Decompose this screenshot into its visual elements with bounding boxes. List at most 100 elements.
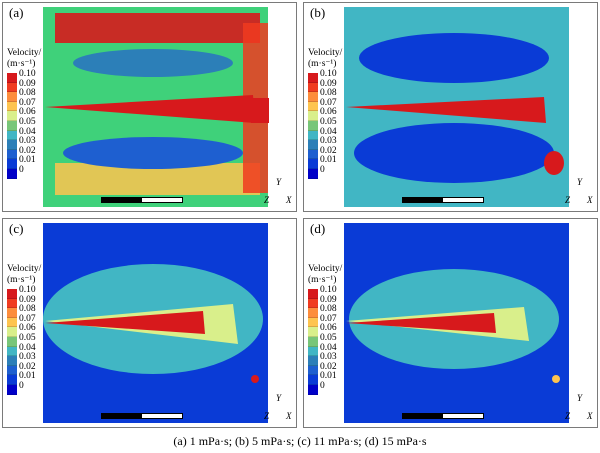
colorbar bbox=[7, 289, 17, 395]
scale-bar bbox=[101, 413, 183, 419]
colorbar-swatch bbox=[308, 73, 318, 83]
legend-title: Velocity/ bbox=[7, 48, 42, 58]
colorbar-swatch bbox=[7, 149, 17, 160]
colorbar-swatch bbox=[308, 336, 318, 347]
velocity-legend: Velocity/ (m·s⁻¹) 0.10 0.09 0.08 0.07 0.06 0.… bbox=[7, 264, 49, 395]
legend-tick-label: 0.07 bbox=[320, 313, 337, 324]
axis-triad: Y Z X bbox=[565, 393, 593, 423]
axis-z-label: Z bbox=[264, 195, 270, 205]
colorbar-swatch bbox=[308, 384, 318, 395]
colorbar-swatch bbox=[308, 168, 318, 179]
colorbar-swatch bbox=[7, 289, 17, 299]
scale-bar bbox=[101, 197, 183, 203]
legend-tick-label: 0.08 bbox=[320, 88, 337, 99]
legend-tick-label: 0.04 bbox=[19, 126, 36, 137]
colorbar-swatch bbox=[7, 120, 17, 131]
legend-tick-label: 0.05 bbox=[320, 116, 337, 127]
legend-tick-label: 0 bbox=[19, 164, 24, 175]
legend-title: Velocity/ bbox=[308, 264, 343, 274]
axis-x-label: X bbox=[286, 195, 292, 205]
colorbar-swatch bbox=[308, 317, 318, 328]
legend-title: Velocity/ bbox=[7, 264, 42, 274]
axis-x-label: X bbox=[587, 411, 593, 421]
colorbar-swatch bbox=[7, 101, 17, 112]
velocity-field-d bbox=[344, 223, 569, 423]
colorbar-swatch bbox=[308, 111, 318, 121]
colorbar-swatch bbox=[308, 149, 318, 160]
panel-label: (a) bbox=[7, 5, 26, 21]
legend-tick-label: 0.08 bbox=[320, 304, 337, 315]
colorbar-swatch bbox=[7, 308, 17, 318]
colorbar-swatch bbox=[308, 130, 318, 141]
colorbar-swatch bbox=[7, 82, 17, 93]
colorbar-swatch bbox=[7, 73, 17, 83]
panel-label: (d) bbox=[308, 221, 328, 237]
colorbar-swatch bbox=[7, 317, 17, 328]
legend-tick-label: 0.06 bbox=[19, 107, 36, 118]
figure-caption: (a) 1 mPa·s; (b) 5 mPa·s; (c) 11 mPa·s; … bbox=[173, 434, 427, 448]
panel-b: (b) Velocity/ (m·s⁻¹) 0.10 0.09 0.08 0.07 0.… bbox=[303, 2, 598, 212]
legend-tick-label: 0.01 bbox=[320, 155, 337, 166]
colorbar-swatch bbox=[7, 356, 17, 366]
colorbar-swatch bbox=[308, 159, 318, 169]
colorbar-swatch bbox=[7, 375, 17, 385]
legend-tick-label: 0.06 bbox=[320, 107, 337, 118]
panel-d: (d) Velocity/ (m·s⁻¹) 0.10 0.09 0.08 0.07 0.… bbox=[303, 218, 598, 428]
axis-triad: Y Z X bbox=[264, 393, 292, 423]
legend-tick-label: 0.10 bbox=[19, 285, 36, 295]
legend-tick-label: 0.07 bbox=[19, 97, 36, 108]
colorbar bbox=[7, 73, 17, 179]
panel-label: (b) bbox=[308, 5, 328, 21]
legend-tick-label: 0 bbox=[320, 164, 325, 175]
axis-y-label: Y bbox=[276, 177, 282, 187]
colorbar-swatch bbox=[308, 327, 318, 337]
legend-ticks: 0.10 0.09 0.08 0.07 0.06 0.05 0.04 0.03 0.02 0.01… bbox=[320, 69, 337, 176]
axis-z-label: Z bbox=[565, 411, 571, 421]
velocity-legend: Velocity/ (m·s⁻¹) 0.10 0.09 0.08 0.07 0.06 0.… bbox=[308, 48, 350, 179]
legend-tick-label: 0.04 bbox=[320, 126, 337, 137]
axis-y-label: Y bbox=[276, 393, 282, 403]
colorbar-swatch bbox=[7, 159, 17, 169]
colorbar-swatch bbox=[7, 336, 17, 347]
legend-ticks: 0.10 0.09 0.08 0.07 0.06 0.05 0.04 0.03 0.02 0.01… bbox=[19, 285, 36, 392]
panel-label: (c) bbox=[7, 221, 26, 237]
colorbar-swatch bbox=[7, 168, 17, 179]
legend-ticks: 0.10 0.09 0.08 0.07 0.06 0.05 0.04 0.03 0.02 0.01… bbox=[19, 69, 36, 176]
legend-tick-label: 0.02 bbox=[19, 361, 36, 372]
colorbar-swatch bbox=[308, 375, 318, 385]
colorbar-swatch bbox=[308, 346, 318, 357]
legend-tick-label: 0.09 bbox=[19, 78, 36, 89]
colorbar-swatch bbox=[7, 346, 17, 357]
axis-triad: Y Z X bbox=[565, 177, 593, 207]
colorbar-swatch bbox=[308, 356, 318, 366]
legend-tick-label: 0.03 bbox=[19, 352, 36, 363]
legend-tick-label: 0.10 bbox=[320, 285, 337, 295]
axis-z-label: Z bbox=[565, 195, 571, 205]
velocity-field-a bbox=[43, 7, 269, 207]
legend-tick-label: 0.01 bbox=[19, 155, 36, 166]
legend-tick-label: 0.02 bbox=[320, 145, 337, 156]
legend-tick-label: 0.03 bbox=[320, 352, 337, 363]
axis-y-label: Y bbox=[577, 393, 583, 403]
axis-triad: Y Z X bbox=[264, 177, 292, 207]
legend-tick-label: 0.09 bbox=[320, 78, 337, 89]
legend-tick-label: 0.02 bbox=[19, 145, 36, 156]
panel-c: (c) Velocity/ (m·s⁻¹) 0.10 0.09 0.08 0.07 0.… bbox=[2, 218, 297, 428]
colorbar-swatch bbox=[7, 298, 17, 309]
axis-y-label: Y bbox=[577, 177, 583, 187]
colorbar bbox=[308, 73, 318, 179]
panel-a: (a) Velocity/ (m·s⁻¹) 0.10 0.09 0.08 0.07 0.… bbox=[2, 2, 297, 212]
legend-tick-label: 0.05 bbox=[19, 116, 36, 127]
colorbar-swatch bbox=[7, 140, 17, 150]
colorbar bbox=[308, 289, 318, 395]
legend-tick-label: 0.03 bbox=[19, 136, 36, 147]
legend-units: (m·s⁻¹) bbox=[308, 275, 337, 285]
legend-tick-label: 0.05 bbox=[320, 332, 337, 343]
scale-bar bbox=[402, 197, 484, 203]
colorbar-swatch bbox=[308, 92, 318, 102]
colorbar-swatch bbox=[308, 140, 318, 150]
axis-x-label: X bbox=[587, 195, 593, 205]
scale-bar bbox=[402, 413, 484, 419]
velocity-legend: Velocity/ (m·s⁻¹) 0.10 0.09 0.08 0.07 0.06 0.… bbox=[7, 48, 49, 179]
colorbar-swatch bbox=[308, 289, 318, 299]
